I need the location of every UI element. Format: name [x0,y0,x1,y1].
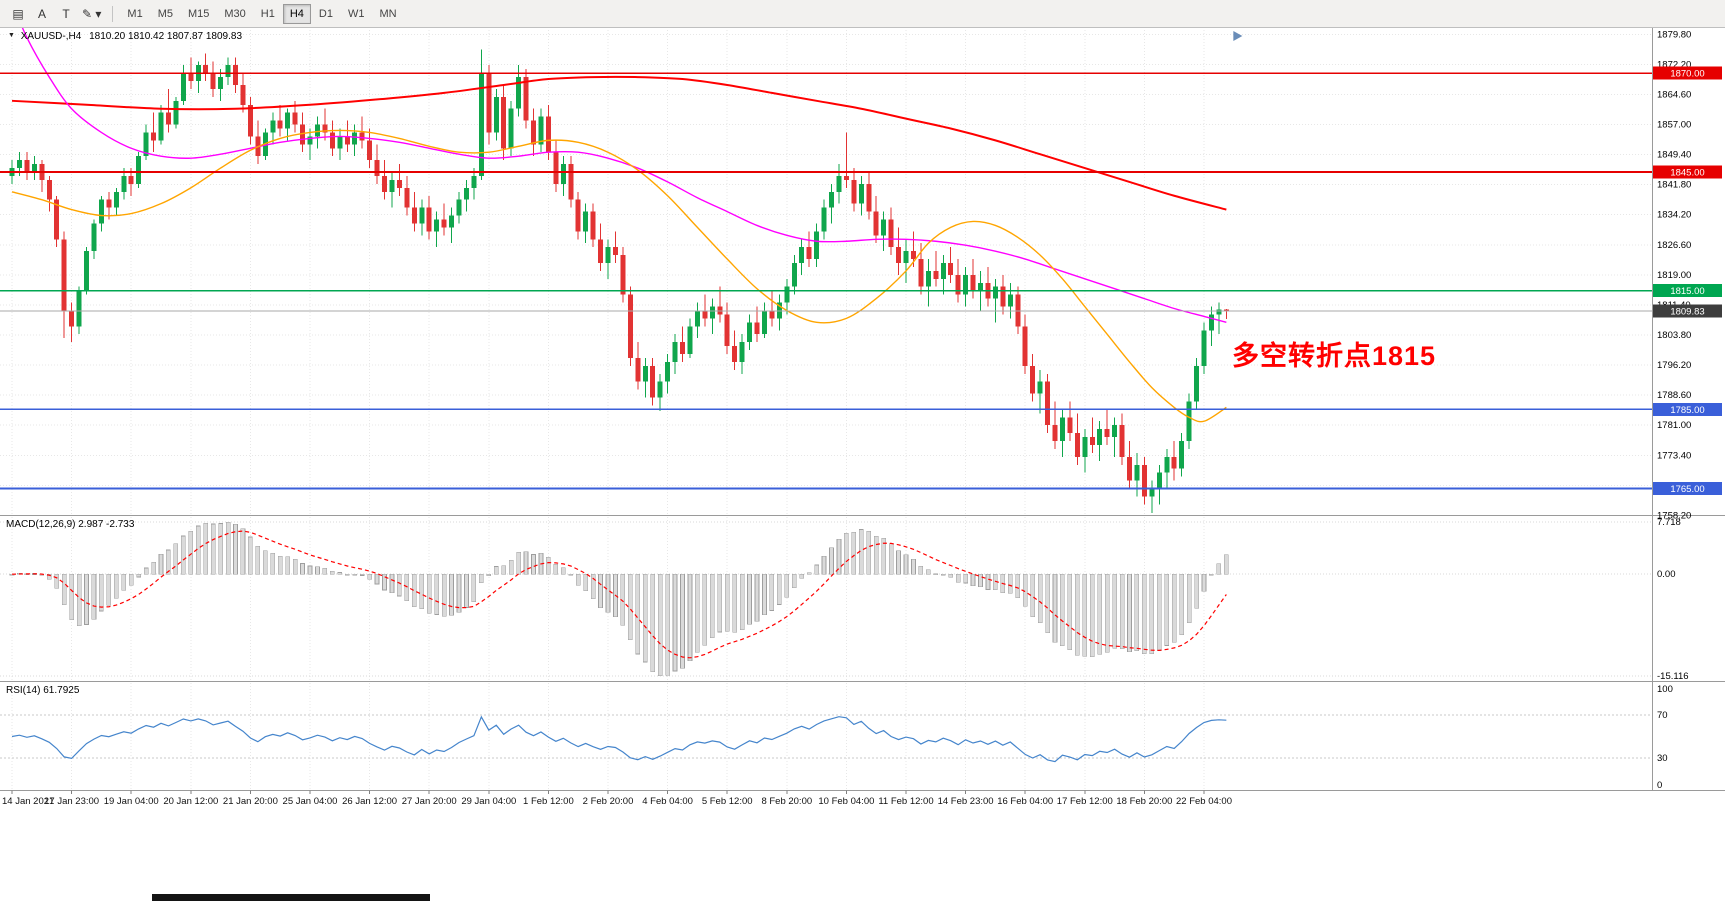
symbol-dropdown-icon[interactable]: ▼ [8,32,15,39]
toolbar: ▤ A T ✎ ▾ M1 M5 M15 M30 H1 H4 D1 W1 MN [0,0,1725,28]
timeframe-button-m30[interactable]: M30 [217,4,252,24]
timeframe-button-h4[interactable]: H4 [282,3,311,24]
time-tick-label: 29 Jan 04:00 [461,796,516,807]
panel-separators [0,28,1725,791]
price-tick-label: 1826.60 [1657,240,1691,251]
ohlc-values: 1810.20 1810.42 1807.87 1809.83 [89,31,243,42]
svg-text:1809.83: 1809.83 [1670,307,1704,318]
macd-histogram [9,521,1229,677]
time-tick-label: 27 Jan 20:00 [402,796,457,807]
price-tick-label: 1773.40 [1657,450,1691,461]
svg-text:1845.00: 1845.00 [1670,168,1704,179]
time-tick-label: 4 Feb 04:00 [642,796,693,807]
timeframe-button-m1[interactable]: M1 [120,4,149,24]
chart-shift-marker-icon[interactable] [1233,31,1243,41]
symbol-legend: ▼ XAUUSD-,H4 1810.20 1810.42 1807.87 180… [8,31,242,42]
time-tick-label: 21 Jan 20:00 [223,796,278,807]
price-chart[interactable]: 1879.80 1872.20 1864.60 1857.00 1849.40 1841.… [0,28,1725,901]
rsi-axis-label: 70 [1657,710,1668,721]
timeframe-button-w1[interactable]: W1 [341,4,372,24]
chart-annotation: 多空转折点1815 [1232,341,1437,371]
price-tags: 1870.00 1845.00 1815.00 1785.00 1765.00 1809.… [1653,66,1722,495]
time-tick-label: 16 Feb 04:00 [997,796,1053,807]
price-tick-label: 1834.20 [1657,210,1691,221]
price-tick-label: 1879.80 [1657,29,1691,40]
cursor-tool-icon[interactable]: A [30,3,54,25]
moving-averages [11,28,1227,423]
price-tick-label: 1796.20 [1657,360,1691,371]
macd-zero-label: 0.00 [1657,569,1676,580]
horizontal-levels [0,72,1652,490]
draw-tools-icon[interactable]: ✎ ▾ [78,3,105,25]
rsi-axis-label: 30 [1657,753,1668,764]
rsi-line [11,715,1227,763]
price-tick-label: 1857.00 [1657,120,1691,131]
time-tick-label: 2 Feb 20:00 [583,796,634,807]
chart-area[interactable]: 1879.80 1872.20 1864.60 1857.00 1849.40 1841.… [0,28,1725,901]
time-tick-label: 11 Feb 12:00 [878,796,933,807]
tool-icon-group: ▤ A T ✎ ▾ [6,3,105,25]
time-tick-label: 18 Feb 20:00 [1116,796,1172,807]
svg-text:1815.00: 1815.00 [1670,286,1704,297]
symbol-period-label: XAUUSD-,H4 [20,31,82,42]
price-tick-label: 1864.60 [1657,89,1691,100]
time-tick-label: 17 Jan 23:00 [44,796,99,807]
time-tick-label: 5 Feb 12:00 [702,796,753,807]
timeframe-button-m15[interactable]: M15 [181,4,216,24]
time-tick-label: 19 Jan 04:00 [104,796,159,807]
timeframe-button-mn[interactable]: MN [372,4,403,24]
svg-text:1785.00: 1785.00 [1670,405,1704,416]
timeframe-button-m5[interactable]: M5 [151,4,180,24]
macd-min-label: -15.116 [1657,671,1689,682]
macd-max-label: 7.718 [1657,517,1681,528]
macd-panel [0,521,1652,677]
time-tick-label: 22 Feb 04:00 [1176,796,1232,807]
time-tick-label: 17 Feb 12:00 [1057,796,1113,807]
price-tick-label: 1872.20 [1657,59,1691,70]
timeframe-button-group: M1 M5 M15 M30 H1 H4 D1 W1 MN [120,3,403,24]
timeframe-button-d1[interactable]: D1 [312,4,340,24]
time-tick-label: 10 Feb 04:00 [818,796,874,807]
time-tick-label: 8 Feb 20:00 [761,796,812,807]
ma-slow-red [11,75,1227,211]
bottom-dark-strip [152,894,430,901]
candlestick-series [9,49,1229,514]
time-tick-label: 25 Jan 04:00 [283,796,338,807]
time-tick-label: 20 Jan 12:00 [163,796,218,807]
rsi-axis-label: 100 [1657,684,1673,695]
macd-legend: MACD(12,26,9) 2.987 -2.733 [6,519,135,530]
svg-text:1765.00: 1765.00 [1670,484,1704,495]
time-tick-label: 1 Feb 12:00 [523,796,574,807]
time-tick-label: 14 Feb 23:00 [938,796,994,807]
macd-signal-line [11,530,1227,659]
time-tick-label: 26 Jan 12:00 [342,796,397,807]
rsi-panel [0,714,1652,763]
timeframe-button-h1[interactable]: H1 [254,4,282,24]
price-tick-label: 1841.80 [1657,180,1691,191]
ma-fast-orange [11,129,1227,423]
toolbar-divider [112,5,114,22]
price-tick-label: 1781.00 [1657,420,1691,431]
rsi-legend: RSI(14) 61.7925 [6,685,80,696]
price-tick-label: 1803.80 [1657,330,1691,341]
ma-mid-magenta [21,28,1227,324]
svg-text:1870.00: 1870.00 [1670,69,1704,80]
chart-grid-icon[interactable]: ▤ [6,3,30,25]
text-tool-icon[interactable]: T [54,3,78,25]
price-tick-label: 1819.00 [1657,270,1691,281]
price-tick-label: 1758.20 [1657,510,1691,521]
time-tick-label: 14 Jan 2021 [2,796,54,807]
rsi-axis-label: 0 [1657,780,1662,791]
price-tick-label: 1849.40 [1657,150,1691,161]
price-tick-label: 1788.60 [1657,390,1691,401]
